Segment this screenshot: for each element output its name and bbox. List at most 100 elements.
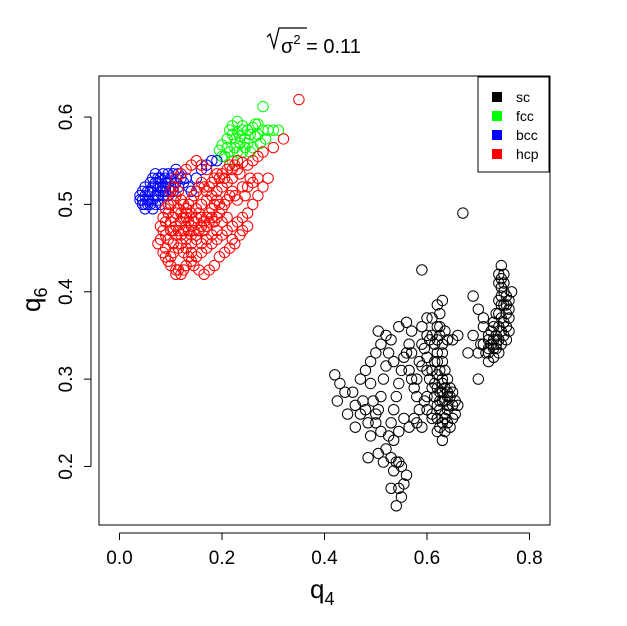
data-point-sc [403, 364, 415, 377]
data-point-sc [416, 338, 428, 350]
data-point-sc [359, 364, 372, 377]
data-point-hcp [252, 190, 264, 202]
data-point-hcp [236, 181, 249, 193]
data-point-sc [364, 430, 377, 442]
legend: sc fcc bcc hcp [477, 76, 550, 173]
data-point-hcp [241, 207, 254, 219]
data-point-sc [431, 369, 443, 381]
data-point-hcp [234, 168, 246, 180]
data-point-bcc [134, 194, 146, 206]
data-point-sc [395, 491, 408, 503]
title-exponent: 2 [293, 32, 300, 47]
data-point-hcp [241, 220, 254, 232]
data-point-sc [390, 500, 402, 512]
title-value: = 0.11 [301, 36, 361, 58]
svg-text:σ2 = 0.11: σ2 = 0.11 [281, 32, 361, 58]
data-point-sc [457, 207, 469, 219]
data-point-hcp [247, 198, 259, 211]
data-point-sc [393, 377, 405, 390]
data-point-sc [370, 408, 382, 420]
data-point-sc [467, 329, 479, 342]
data-point-sc [477, 312, 490, 324]
data-point-hcp [241, 159, 254, 171]
chart-title: σ2 = 0.11 [266, 27, 361, 58]
data-point-fcc [231, 115, 244, 128]
data-point-hcp [167, 246, 180, 259]
y-tick-label: 0.2 [56, 453, 77, 479]
x-tick-label: 0.0 [106, 548, 132, 569]
data-point-sc [482, 342, 495, 355]
y-axis-title: q6 [16, 288, 51, 312]
legend-swatch-fcc [492, 111, 502, 121]
legend-swatch-sc [492, 92, 502, 102]
data-point-bcc [206, 155, 218, 167]
data-point-sc [416, 264, 428, 276]
data-point-sc [487, 351, 500, 363]
legend-label-hcp: hcp [516, 146, 539, 162]
data-point-sc [467, 290, 479, 302]
data-point-hcp [231, 155, 244, 167]
data-point-sc [411, 417, 423, 429]
data-point-sc [436, 434, 449, 446]
data-point-sc [436, 355, 449, 368]
data-point-sc [429, 338, 441, 350]
data-point-sc [452, 399, 464, 411]
svg-text:q6: q6 [16, 288, 51, 312]
data-point-sc [439, 412, 451, 425]
data-point-sc [367, 395, 379, 407]
data-point-sc [503, 294, 515, 307]
data-point-sc [341, 408, 354, 420]
x-tick-label: 0.8 [516, 548, 542, 569]
svg-text:q4: q4 [310, 574, 334, 609]
data-point-fcc [221, 141, 233, 154]
data-point-hcp [267, 141, 279, 154]
data-point-sc [413, 355, 425, 368]
data-point-hcp [213, 251, 226, 263]
data-point-hcp [188, 259, 200, 272]
data-point-sc [416, 321, 428, 333]
data-point-sc [431, 355, 443, 368]
data-point-sc [349, 421, 361, 433]
data-point-sc [444, 421, 456, 433]
y-tick-label: 0.5 [56, 191, 77, 217]
data-point-bcc [142, 185, 154, 198]
data-point-sc [372, 447, 384, 460]
data-point-sc [334, 377, 346, 390]
data-point-hcp [218, 172, 231, 184]
data-point-sc [421, 312, 433, 324]
data-point-sc [364, 377, 377, 390]
y-tick-label: 0.3 [56, 366, 77, 392]
data-point-sc [426, 312, 438, 324]
data-point-sc [431, 425, 443, 438]
data-point-fcc [236, 124, 249, 136]
data-point-sc [395, 364, 408, 377]
data-point-sc [495, 259, 507, 272]
data-point-sc [393, 425, 405, 438]
data-point-sc [388, 465, 400, 477]
data-point-sc [462, 347, 474, 359]
data-point-sc [472, 303, 484, 315]
data-point-sc [418, 395, 431, 407]
data-point-fcc [216, 139, 228, 151]
data-point-sc [388, 355, 400, 368]
sqrt-radical-sign [266, 27, 307, 51]
data-point-sc [380, 329, 392, 342]
data-point-hcp [180, 207, 192, 219]
legend-entries: sc fcc bcc hcp [492, 89, 539, 162]
data-point-fcc [229, 133, 241, 145]
data-point-hcp [185, 246, 198, 259]
data-point-bcc [211, 155, 223, 167]
data-point-sc [400, 347, 413, 359]
data-point-sc [477, 321, 490, 333]
data-point-sc [446, 412, 459, 425]
data-point-fcc [234, 130, 246, 143]
data-point-sc [436, 347, 449, 359]
legend-label-sc: sc [516, 89, 530, 105]
data-point-sc [400, 316, 413, 328]
data-point-sc [503, 312, 515, 324]
data-point-sc [377, 373, 390, 385]
data-point-hcp [231, 194, 244, 206]
data-point-fcc [257, 124, 269, 136]
y-axis-title-sub: 6 [31, 288, 51, 298]
data-point-sc [362, 417, 374, 429]
